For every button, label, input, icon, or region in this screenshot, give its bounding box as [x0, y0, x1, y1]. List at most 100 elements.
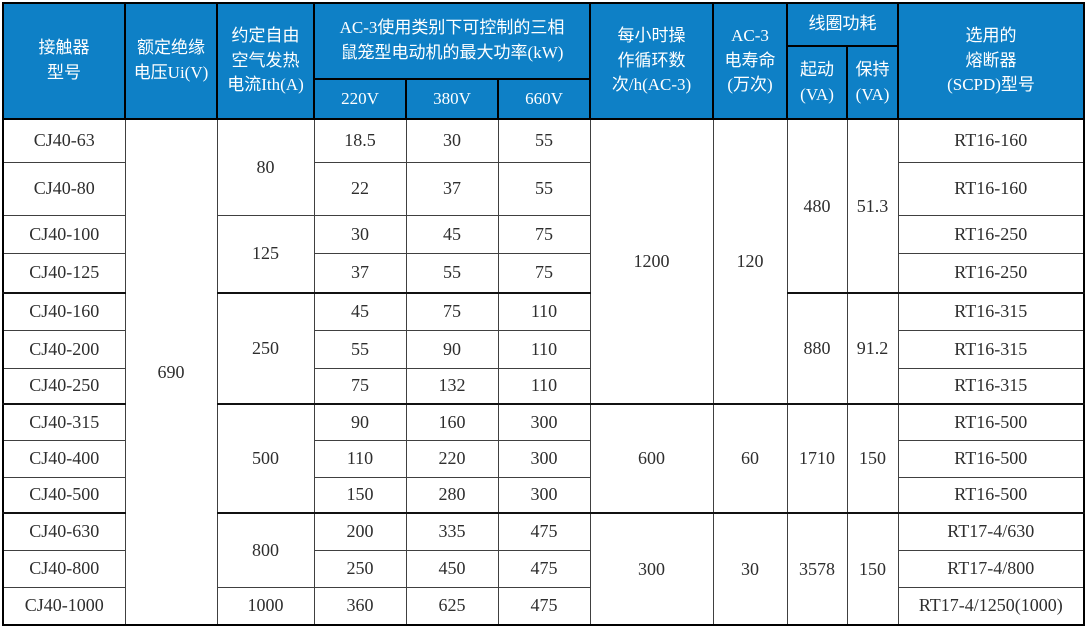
header-fuse-type: 选用的 熔断器 (SCPD)型号 — [897, 2, 1085, 120]
cell-power-660: 110 — [497, 329, 591, 369]
table-row: CJ40-500 150 280 300 RT16-500 — [2, 476, 1085, 514]
table-row: CJ40-250 75 132 110 RT16-315 — [2, 367, 1085, 405]
cell-power-660: 475 — [497, 586, 591, 626]
cell-model: CJ40-80 — [2, 161, 126, 216]
cell-fuse: RT16-315 — [897, 367, 1085, 405]
cell-coil-hold-group: 150 — [846, 403, 899, 514]
cell-power-660: 55 — [497, 118, 591, 163]
cell-ith-group: 500 — [216, 403, 315, 514]
header-coil-power: 线圈功耗 — [786, 2, 900, 47]
table-row: CJ40-63 690 80 18.5 30 55 1200 120 480 5… — [2, 118, 1085, 626]
cell-fuse: RT16-500 — [897, 403, 1085, 441]
cell-ith-group: 800 — [216, 512, 315, 588]
cell-power-220: 360 — [313, 586, 407, 626]
cell-model: CJ40-250 — [2, 367, 126, 405]
cell-power-660: 55 — [497, 161, 591, 216]
cell-power-380: 55 — [405, 252, 499, 294]
cell-coil-start-group: 1710 — [786, 403, 848, 514]
cell-power-380: 75 — [405, 292, 499, 331]
cell-power-380: 220 — [405, 439, 499, 478]
cell-fuse: RT17-4/1250(1000) — [897, 586, 1085, 626]
cell-life-group: 30 — [712, 512, 788, 626]
cell-power-380: 625 — [405, 586, 499, 626]
cell-power-660: 475 — [497, 549, 591, 588]
cell-cycles-group: 1200 — [589, 118, 714, 405]
cell-power-220: 90 — [313, 403, 407, 441]
cell-coil-start-group: 480 — [786, 118, 848, 294]
cell-fuse: RT16-250 — [897, 214, 1085, 254]
header-contactor-model: 接触器 型号 — [2, 2, 126, 120]
cell-power-220: 200 — [313, 512, 407, 551]
cell-fuse: RT17-4/630 — [897, 512, 1085, 551]
cell-coil-start-group: 3578 — [786, 512, 848, 626]
table-row: CJ40-80 22 37 55 RT16-160 — [2, 161, 1085, 216]
cell-fuse: RT16-315 — [897, 329, 1085, 369]
cell-coil-hold-group: 91.2 — [846, 292, 899, 405]
header-ac3-power: AC-3使用类别下可控制的三相 鼠笼型电动机的最大功率(kW) — [312, 2, 592, 80]
cell-model: CJ40-315 — [2, 403, 126, 441]
header-voltage-660: 660V — [496, 78, 592, 120]
table-row: CJ40-315 500 90 160 300 600 60 1710 150 … — [2, 403, 1085, 514]
cell-model: CJ40-1000 — [2, 586, 126, 626]
cell-model: CJ40-100 — [2, 214, 126, 254]
cell-model: CJ40-63 — [2, 118, 126, 163]
header-ac3-life: AC-3 电寿命 (万次) — [712, 2, 789, 120]
cell-power-220: 30 — [313, 214, 407, 254]
table-row: CJ40-200 55 90 110 RT16-315 — [2, 329, 1085, 369]
table-row: CJ40-125 37 55 75 RT16-250 — [2, 252, 1085, 294]
table-row: CJ40-160 250 45 75 110 880 91.2 RT16-315 — [2, 292, 1085, 405]
cell-model: CJ40-125 — [2, 252, 126, 294]
cell-power-660: 110 — [497, 367, 591, 405]
cell-fuse: RT16-250 — [897, 252, 1085, 294]
header-thermal-current: 约定自由 空气发热 电流Ith(A) — [216, 2, 315, 120]
header-coil-start: 起动 (VA) — [786, 45, 849, 120]
cell-power-380: 160 — [405, 403, 499, 441]
cell-power-220: 55 — [313, 329, 407, 369]
cell-model: CJ40-800 — [2, 549, 126, 588]
cell-fuse: RT16-160 — [897, 161, 1085, 216]
cell-model: CJ40-630 — [2, 512, 126, 551]
table-row: CJ40-800 250 450 475 RT17-4/800 — [2, 549, 1085, 588]
cell-power-660: 475 — [497, 512, 591, 551]
table-row: CJ40-630 800 200 335 475 300 30 3578 150… — [2, 512, 1085, 626]
header-cycles-per-hour: 每小时操 作循环数 次/h(AC-3) — [589, 2, 715, 120]
cell-model: CJ40-160 — [2, 292, 126, 331]
table-row: CJ40-1000 1000 360 625 475 RT17-4/1250(1… — [2, 586, 1085, 626]
cell-power-380: 45 — [405, 214, 499, 254]
table-row: CJ40-100 125 30 45 75 RT16-250 — [2, 214, 1085, 294]
cell-model: CJ40-200 — [2, 329, 126, 369]
cell-ith-group: 250 — [216, 292, 315, 405]
cell-cycles-group: 600 — [589, 403, 714, 514]
cell-power-220: 37 — [313, 252, 407, 294]
cell-power-380: 90 — [405, 329, 499, 369]
cell-power-380: 280 — [405, 476, 499, 514]
cell-fuse: RT16-160 — [897, 118, 1085, 163]
cell-coil-hold-group: 150 — [846, 512, 899, 626]
cell-power-220: 75 — [313, 367, 407, 405]
cell-coil-hold-group: 51.3 — [846, 118, 899, 294]
cell-ith-group: 1000 — [216, 586, 315, 626]
cell-fuse: RT16-500 — [897, 476, 1085, 514]
cell-power-660: 75 — [497, 252, 591, 294]
header-rated-voltage: 额定绝缘 电压Ui(V) — [124, 2, 218, 120]
cell-cycles-group: 300 — [589, 512, 714, 626]
cell-life-group: 120 — [712, 118, 788, 405]
cell-power-220: 250 — [313, 549, 407, 588]
cell-power-380: 132 — [405, 367, 499, 405]
cell-model: CJ40-400 — [2, 439, 126, 478]
cell-life-group: 60 — [712, 403, 788, 514]
cell-power-220: 18.5 — [313, 118, 407, 163]
cell-model: CJ40-500 — [2, 476, 126, 514]
cell-power-220: 45 — [313, 292, 407, 331]
cell-ith-group: 80 — [216, 118, 315, 216]
cell-power-380: 30 — [405, 118, 499, 163]
cell-power-220: 110 — [313, 439, 407, 478]
cell-power-220: 22 — [313, 161, 407, 216]
cell-power-660: 300 — [497, 439, 591, 478]
cell-fuse: RT16-500 — [897, 439, 1085, 478]
cell-power-380: 450 — [405, 549, 499, 588]
header-voltage-380: 380V — [405, 78, 499, 120]
cell-power-220: 150 — [313, 476, 407, 514]
